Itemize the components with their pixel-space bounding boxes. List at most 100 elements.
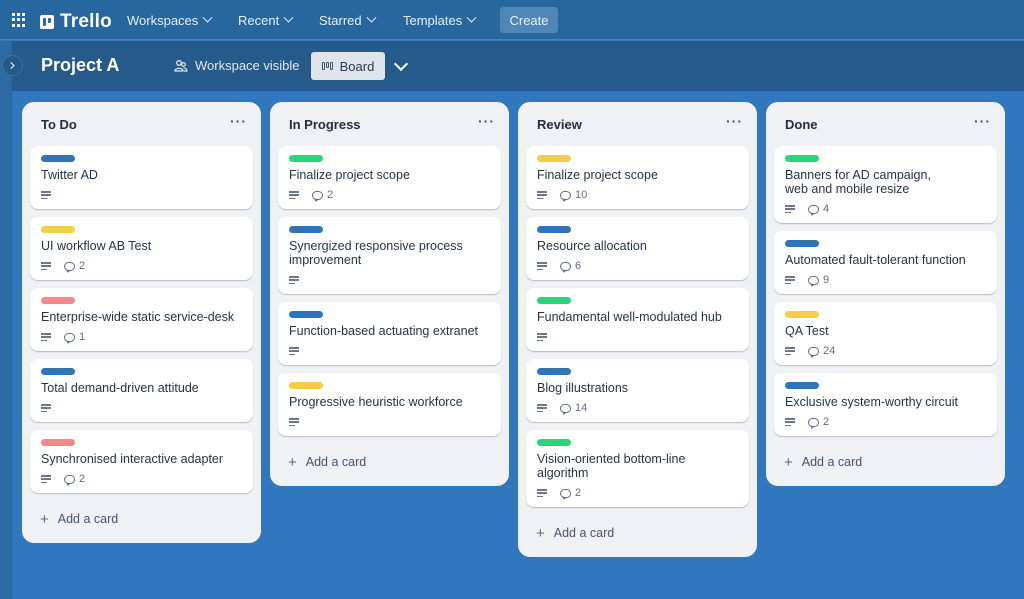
card-label-yellow[interactable] <box>289 382 323 389</box>
app-switcher-icon[interactable] <box>12 13 26 27</box>
comment-count: 2 <box>823 416 830 428</box>
card[interactable]: Twitter AD <box>30 146 253 209</box>
card[interactable]: Finalize project scope 2 <box>278 146 501 209</box>
card[interactable]: Total demand-driven attitude <box>30 359 253 422</box>
comment-count: 4 <box>823 203 830 215</box>
card[interactable]: QA Test 24 <box>774 302 997 365</box>
card-label-blue[interactable] <box>537 368 571 375</box>
add-card-button[interactable]: + Add a card <box>22 501 261 537</box>
card-label-green[interactable] <box>537 297 571 304</box>
list-title[interactable]: Review <box>537 116 582 132</box>
starred-menu[interactable]: Starred <box>319 0 377 40</box>
card[interactable]: Synchronised interactive adapter 2 <box>30 430 253 493</box>
card-list: Twitter AD UI workflow AB Test 2 Enterprise… <box>22 146 261 493</box>
more-options-icon[interactable]: ··· <box>478 113 495 129</box>
list-header: To Do ··· <box>22 102 261 146</box>
card-label-blue[interactable] <box>41 368 75 375</box>
card-label-yellow[interactable] <box>537 155 571 162</box>
card-badges: 1 <box>41 331 243 343</box>
card[interactable]: Progressive heuristic workforce <box>278 373 501 436</box>
create-button[interactable]: Create <box>500 7 558 33</box>
card-title: Exclusive system-worthy circuit <box>785 395 958 409</box>
more-options-icon[interactable]: ··· <box>974 113 991 129</box>
card-badges: 2 <box>785 416 987 428</box>
add-card-button[interactable]: + Add a card <box>270 444 509 480</box>
trello-logo[interactable]: Trello <box>40 11 112 33</box>
card-label-blue[interactable] <box>537 226 571 233</box>
card-label-blue[interactable] <box>289 311 323 318</box>
card[interactable]: Finalize project scope 10 <box>526 146 749 209</box>
card[interactable]: Blog illustrations 14 <box>526 359 749 422</box>
card-label-blue[interactable] <box>41 155 75 162</box>
card[interactable]: Exclusive system-worthy circuit 2 <box>774 373 997 436</box>
more-options-icon[interactable]: ··· <box>726 113 743 129</box>
list-header: Done ··· <box>766 102 1005 146</box>
comment-count: 9 <box>823 274 830 286</box>
comment-badge: 10 <box>560 189 587 201</box>
add-card-button[interactable]: + Add a card <box>766 444 1005 480</box>
comment-count: 24 <box>823 345 836 357</box>
description-icon <box>289 191 299 199</box>
card[interactable]: Resource allocation 6 <box>526 217 749 280</box>
card-label-yellow[interactable] <box>41 226 75 233</box>
comment-icon <box>64 474 75 484</box>
card-title: Vision-oriented bottom-line algorithm <box>537 452 686 480</box>
description-icon <box>537 404 547 412</box>
chevron-down-icon <box>466 12 477 23</box>
card-label-yellow[interactable] <box>785 311 819 318</box>
chevron-right-icon <box>7 61 15 70</box>
card-label-green[interactable] <box>785 155 819 162</box>
board-view-button[interactable]: Board <box>311 52 385 80</box>
description-icon <box>537 489 547 497</box>
comment-badge: 24 <box>808 345 835 357</box>
card-title: Synergized responsive process improvemen… <box>289 239 463 267</box>
card-label-red[interactable] <box>41 297 75 304</box>
comment-badge: 2 <box>64 260 85 272</box>
visibility-button[interactable]: Workspace visible <box>174 58 300 73</box>
comment-icon <box>64 332 75 342</box>
card-label-blue[interactable] <box>785 240 819 247</box>
card-badges: 2 <box>289 189 491 201</box>
card-label-green[interactable] <box>289 155 323 162</box>
workspaces-menu[interactable]: Workspaces <box>127 0 213 40</box>
add-card-button[interactable]: + Add a card <box>518 515 757 551</box>
card-badges <box>41 402 243 414</box>
list-in-progress: In Progress ··· Finalize project scope 2 Syn… <box>270 102 509 486</box>
list-title[interactable]: Done <box>785 116 818 132</box>
card[interactable]: Synergized responsive process improvemen… <box>278 217 501 294</box>
templates-menu[interactable]: Templates <box>403 0 477 40</box>
workspaces-menu-label: Workspaces <box>127 12 199 28</box>
plus-icon: + <box>784 453 793 471</box>
card-title: Banners for AD campaign, web and mobile … <box>785 168 931 196</box>
card-label-blue[interactable] <box>785 382 819 389</box>
comment-badge: 1 <box>64 331 85 343</box>
card-list: Finalize project scope 2 Synergized respon… <box>270 146 509 436</box>
card-label-green[interactable] <box>537 439 571 446</box>
expand-sidebar-button[interactable] <box>2 55 23 76</box>
description-icon <box>785 205 795 213</box>
list-title[interactable]: In Progress <box>289 116 361 132</box>
card[interactable]: Vision-oriented bottom-line algorithm 2 <box>526 430 749 507</box>
card-badges: 4 <box>785 203 987 215</box>
add-card-label: Add a card <box>801 455 863 469</box>
card-badges <box>289 274 491 286</box>
app-name: Trello <box>60 11 112 32</box>
card[interactable]: Fundamental well-modulated hub <box>526 288 749 351</box>
more-options-icon[interactable]: ··· <box>230 113 247 129</box>
card[interactable]: Enterprise-wide static service-desk 1 <box>30 288 253 351</box>
recent-menu[interactable]: Recent <box>238 0 294 40</box>
card[interactable]: UI workflow AB Test 2 <box>30 217 253 280</box>
description-icon <box>41 404 51 412</box>
card-label-blue[interactable] <box>289 226 323 233</box>
card[interactable]: Function-based actuating extranet <box>278 302 501 365</box>
board-view-icon <box>321 61 334 71</box>
card-label-red[interactable] <box>41 439 75 446</box>
card-badges <box>537 331 739 343</box>
list-title[interactable]: To Do <box>41 116 77 132</box>
board-title[interactable]: Project A <box>41 55 120 75</box>
add-card-label: Add a card <box>305 455 367 469</box>
card[interactable]: Banners for AD campaign, web and mobile … <box>774 146 997 223</box>
card[interactable]: Automated fault-tolerant function 9 <box>774 231 997 294</box>
comment-badge: 9 <box>808 274 829 286</box>
card-title: Fundamental well-modulated hub <box>537 310 722 324</box>
